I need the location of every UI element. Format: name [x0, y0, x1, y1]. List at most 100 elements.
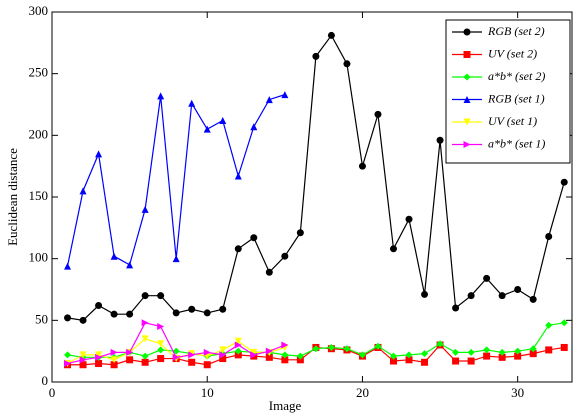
marker	[64, 314, 72, 322]
marker	[219, 305, 227, 313]
marker	[281, 252, 289, 260]
marker	[405, 215, 413, 223]
marker	[545, 232, 553, 240]
marker	[172, 353, 180, 361]
legend-box	[445, 19, 571, 164]
marker	[405, 351, 413, 359]
marker	[514, 286, 522, 293]
marker	[95, 351, 103, 359]
marker	[296, 356, 304, 364]
marker	[250, 234, 258, 242]
marker	[452, 357, 460, 365]
marker	[327, 343, 335, 351]
marker	[188, 99, 196, 107]
marker	[498, 353, 506, 361]
marker	[452, 348, 460, 356]
marker	[560, 319, 568, 327]
marker	[436, 340, 444, 348]
marker	[157, 340, 165, 348]
marker	[421, 290, 429, 298]
y-tick-label: 200	[29, 126, 49, 141]
marker	[203, 361, 211, 369]
marker	[234, 245, 242, 253]
marker	[436, 136, 444, 144]
x-tick-label: 20	[356, 385, 369, 400]
marker	[463, 141, 471, 148]
x-tick-label: 30	[511, 385, 524, 400]
marker	[95, 360, 103, 367]
marker	[234, 351, 242, 359]
marker	[203, 309, 211, 317]
marker	[529, 295, 537, 303]
marker	[234, 172, 242, 180]
marker	[250, 351, 258, 359]
marker	[358, 351, 366, 359]
y-tick-label: 250	[29, 65, 49, 80]
marker	[157, 323, 165, 330]
marker	[281, 351, 289, 359]
marker	[389, 357, 397, 365]
marker	[265, 347, 273, 355]
marker	[157, 292, 165, 300]
marker	[452, 304, 460, 312]
y-tick-label: 50	[35, 311, 48, 326]
marker	[514, 347, 522, 355]
marker	[467, 348, 475, 356]
marker	[327, 31, 335, 39]
marker	[64, 351, 72, 359]
marker	[560, 178, 568, 186]
marker	[79, 356, 87, 364]
marker	[141, 358, 149, 366]
marker	[498, 292, 506, 300]
legend-label: UV (set 2)	[488, 46, 537, 60]
marker	[529, 345, 537, 353]
marker	[514, 352, 522, 360]
marker	[234, 347, 242, 355]
marker	[95, 302, 103, 310]
marker	[498, 348, 506, 356]
marker	[79, 351, 87, 359]
marker	[421, 358, 429, 366]
legend-label: RGB (set 2)	[487, 24, 545, 38]
marker	[483, 352, 491, 360]
marker	[250, 123, 258, 131]
marker	[234, 337, 242, 345]
marker	[483, 346, 491, 354]
marker	[79, 187, 87, 195]
marker	[463, 118, 471, 126]
marker	[374, 342, 382, 350]
marker	[483, 274, 491, 282]
marker	[110, 361, 118, 369]
marker	[141, 292, 149, 300]
marker	[281, 356, 289, 364]
y-tick-label: 0	[42, 373, 49, 388]
marker	[172, 309, 180, 317]
marker	[188, 358, 196, 366]
marker	[545, 321, 553, 329]
marker	[219, 346, 227, 354]
marker	[312, 52, 320, 60]
marker	[234, 341, 242, 349]
marker	[529, 350, 537, 358]
marker	[188, 351, 196, 359]
marker	[79, 361, 87, 369]
marker	[463, 28, 471, 36]
marker	[296, 229, 304, 237]
marker	[141, 335, 149, 343]
marker	[219, 351, 227, 359]
marker	[141, 319, 149, 327]
marker	[463, 51, 471, 58]
marker	[110, 252, 118, 260]
marker	[281, 341, 289, 349]
marker	[126, 261, 134, 269]
y-tick-label: 300	[29, 3, 49, 18]
marker	[141, 205, 149, 213]
marker	[467, 357, 475, 365]
marker	[110, 356, 118, 364]
marker	[188, 305, 196, 313]
legend-label: UV (set 1)	[488, 114, 537, 128]
marker	[250, 348, 258, 356]
marker	[110, 310, 118, 318]
marker	[389, 352, 397, 360]
